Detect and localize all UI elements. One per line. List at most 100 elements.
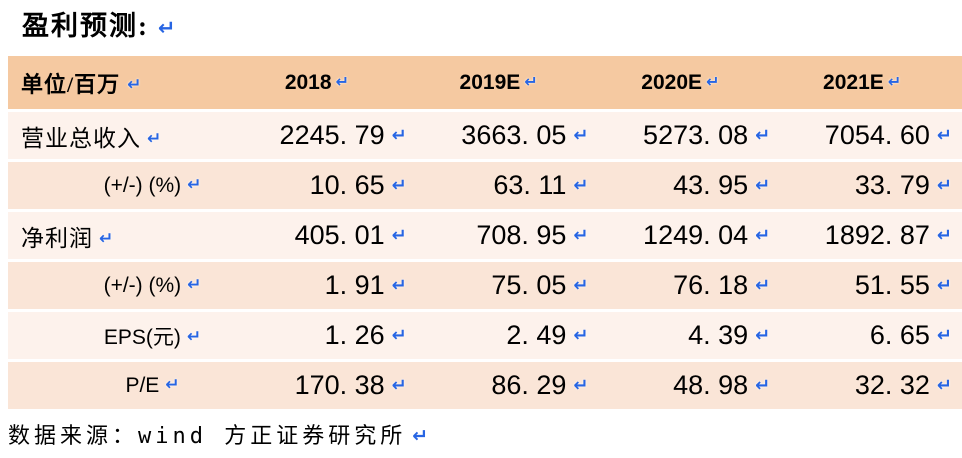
unit-header-cell: 单位/百万 ↵: [8, 67, 235, 99]
cell-value: 33. 79 ↵: [780, 170, 962, 201]
value-text: 63. 11: [493, 170, 567, 200]
table-row-net-profit: 净利润 ↵ 405. 01 ↵ 708. 95 ↵ 1249. 04 ↵ 1892. 8…: [8, 212, 962, 259]
value-text: 1. 26: [324, 320, 385, 350]
paragraph-mark-icon: ↵: [936, 175, 952, 196]
paragraph-mark-icon: ↵: [755, 125, 771, 146]
value-text: 170. 38: [294, 370, 385, 400]
value-text: 1249. 04: [643, 220, 749, 250]
row-label-text: 净利润: [21, 225, 93, 251]
paragraph-mark-icon: ↵: [936, 275, 952, 296]
paragraph-mark-icon: ↵: [391, 325, 407, 346]
paragraph-mark-icon: ↵: [147, 128, 163, 149]
value-text: 33. 79: [854, 170, 930, 200]
paragraph-mark-icon: ↵: [573, 125, 589, 146]
year-header-2020e: 2020E ↵: [599, 71, 781, 95]
paragraph-mark-icon: ↵: [187, 174, 202, 195]
value-text: 48. 98: [673, 370, 749, 400]
paragraph-mark-icon: ↵: [706, 71, 720, 91]
cell-value: 1249. 04 ↵: [599, 220, 781, 251]
cell-value: 75. 05 ↵: [417, 270, 599, 301]
page-title: 盈利预测: ↵: [0, 0, 962, 47]
page-title-text: 盈利预测:: [22, 11, 149, 41]
paragraph-mark-icon: ↵: [127, 74, 143, 95]
value-text: 75. 05: [491, 270, 567, 300]
value-text: 43. 95: [673, 170, 749, 200]
year-header-2021e: 2021E ↵: [780, 71, 962, 95]
cell-value: 7054. 60 ↵: [780, 120, 962, 151]
value-text: 7054. 60: [824, 120, 930, 150]
paragraph-mark-icon: ↵: [186, 326, 202, 347]
paragraph-mark-icon: ↵: [573, 225, 589, 246]
value-text: 6. 65: [869, 320, 930, 350]
paragraph-mark-icon: ↵: [573, 175, 589, 196]
paragraph-mark-icon: ↵: [391, 275, 407, 296]
cell-value: 86. 29 ↵: [417, 370, 599, 401]
cell-value: 170. 38 ↵: [235, 370, 417, 401]
row-label: 净利润 ↵: [8, 219, 235, 253]
cell-value: 6. 65 ↵: [780, 320, 962, 351]
row-label-text: 营业总收入: [21, 125, 141, 151]
row-label: (+/-) (%) ↵: [8, 174, 235, 198]
cell-value: 76. 18 ↵: [599, 270, 781, 301]
year-header-text: 2019E: [459, 70, 521, 94]
paragraph-mark-icon: ↵: [391, 375, 407, 396]
row-label: EPS(元) ↵: [8, 321, 235, 351]
cell-value: 5273. 08 ↵: [599, 120, 781, 151]
value-text: 86. 29: [491, 370, 567, 400]
paragraph-mark-icon: ↵: [573, 325, 589, 346]
value-text: 76. 18: [673, 270, 749, 300]
value-text: 51. 55: [854, 270, 930, 300]
cell-value: 1. 26 ↵: [235, 320, 417, 351]
value-text: 2. 49: [506, 320, 567, 350]
row-label: (+/-) (%) ↵: [8, 274, 235, 298]
value-text: 3663. 05: [461, 120, 567, 150]
paragraph-mark-icon: ↵: [187, 274, 202, 295]
unit-header-text: 单位/百万: [21, 71, 121, 97]
cell-value: 48. 98 ↵: [599, 370, 781, 401]
value-text: 405. 01: [294, 220, 385, 250]
paragraph-mark-icon: ↵: [391, 175, 407, 196]
value-text: 5273. 08: [643, 120, 749, 150]
cell-value: 32. 32 ↵: [780, 370, 962, 401]
paragraph-mark-icon: ↵: [391, 125, 407, 146]
table-row-revenue-growth: (+/-) (%) ↵ 10. 65 ↵ 63. 11 ↵ 43. 95 ↵ 33. 7…: [8, 162, 962, 209]
row-label: 营业总收入 ↵: [8, 119, 235, 153]
value-text: 1. 91: [324, 270, 385, 300]
forecast-table: 单位/百万 ↵ 2018 ↵ 2019E ↵ 2020E ↵ 2021E ↵ 营业总收入 ↵…: [8, 56, 962, 409]
cell-value: 63. 11 ↵: [417, 170, 599, 201]
year-header-text: 2020E: [641, 70, 703, 94]
cell-value: 2. 49 ↵: [417, 320, 599, 351]
source-note: 数据来源：wind 方正证券研究所 ↵: [8, 418, 962, 450]
table-row-pe: P/E ↵ 170. 38 ↵ 86. 29 ↵ 48. 98 ↵ 32. 32 ↵: [8, 362, 962, 409]
cell-value: 708. 95 ↵: [417, 220, 599, 251]
cell-value: 1892. 87 ↵: [780, 220, 962, 251]
row-label-text: P/E: [125, 373, 160, 397]
cell-value: 43. 95 ↵: [599, 170, 781, 201]
value-text: 1892. 87: [824, 220, 930, 250]
year-header-2019e: 2019E ↵: [417, 71, 599, 95]
value-text: 2245. 79: [279, 120, 385, 150]
paragraph-mark-icon: ↵: [755, 375, 771, 396]
paragraph-mark-icon: ↵: [936, 375, 952, 396]
paragraph-mark-icon: ↵: [391, 225, 407, 246]
paragraph-mark-icon: ↵: [936, 125, 952, 146]
row-label: P/E ↵: [8, 374, 235, 398]
year-header-2018: 2018 ↵: [235, 71, 417, 95]
paragraph-mark-icon: ↵: [335, 71, 349, 91]
table-row-eps: EPS(元) ↵ 1. 26 ↵ 2. 49 ↵ 4. 39 ↵ 6. 65 ↵: [8, 312, 962, 359]
paragraph-mark-icon: ↵: [573, 275, 589, 296]
cell-value: 51. 55 ↵: [780, 270, 962, 301]
paragraph-mark-icon: ↵: [99, 228, 115, 249]
paragraph-mark-icon: ↵: [755, 275, 771, 296]
cell-value: 405. 01 ↵: [235, 220, 417, 251]
cell-value: 10. 65 ↵: [235, 170, 417, 201]
value-text: 32. 32: [854, 370, 930, 400]
cell-value: 4. 39 ↵: [599, 320, 781, 351]
year-header-text: 2021E: [823, 70, 884, 94]
value-text: 10. 65: [309, 170, 385, 200]
paragraph-mark-icon: ↵: [158, 16, 178, 40]
paragraph-mark-icon: ↵: [755, 325, 771, 346]
paragraph-mark-icon: ↵: [755, 225, 771, 246]
source-note-text: 数据来源：wind 方正证券研究所: [8, 424, 407, 449]
paragraph-mark-icon: ↵: [524, 71, 538, 91]
